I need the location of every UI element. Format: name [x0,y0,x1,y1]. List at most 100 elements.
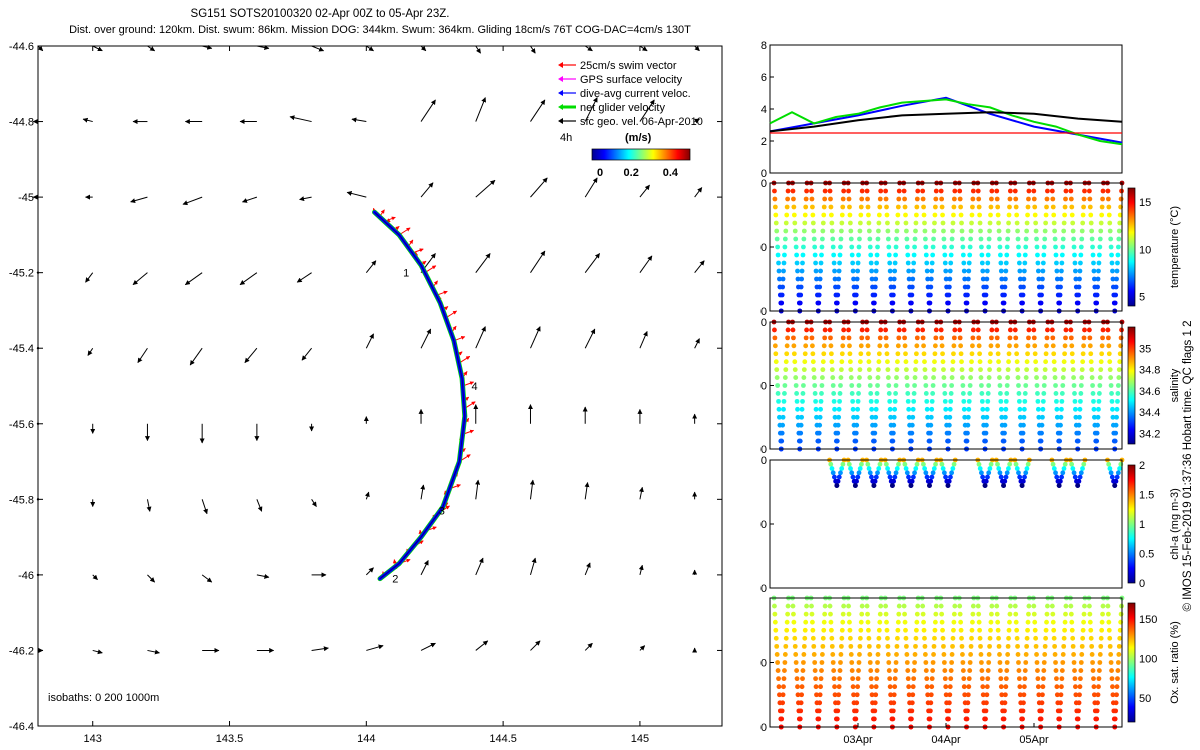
profile-point [923,660,929,665]
profile-point [958,619,964,625]
profile-point [1061,643,1067,649]
profile-point [1022,252,1028,258]
plot-title-line1: SG151 SOTS20100320 02-Apr 00Z to 05-Apr … [190,8,450,20]
profile-point [960,652,965,657]
profile-point [892,474,898,480]
profile-point [799,406,805,412]
profile-point [1089,652,1095,657]
cbar-tick-label: 34.6 [1139,386,1160,398]
profile-point [877,196,883,202]
profile-point [1089,367,1095,373]
profile-point [1059,668,1065,673]
profile-point [776,268,782,274]
profile-point [1003,406,1009,412]
profile-point [853,708,859,714]
profile-point [877,619,883,625]
profile-point [1051,359,1057,365]
profile-point [1007,603,1013,609]
profile-point [1105,611,1111,617]
depth-tick-label: 1000 [760,306,767,318]
geo-vector [147,649,160,655]
profile-point [1007,196,1013,202]
profile-point [868,668,874,673]
profile-point [799,276,805,282]
profile-point [1049,327,1055,333]
profile-point [1043,212,1049,218]
profile-point [1054,692,1060,698]
profile-point [925,414,931,420]
profile-point [1052,236,1058,242]
profile-point [854,284,860,290]
profile-point [1020,438,1025,444]
profile-point [1071,470,1077,476]
profile-point [930,668,936,673]
profile-point [838,652,844,657]
profile-point [1113,284,1119,290]
profile-point [1002,292,1007,298]
profile-point [856,668,861,673]
profile-point [980,684,986,690]
profile-point [1014,220,1020,226]
profile-point [1004,668,1010,673]
profile-point [828,335,833,341]
profile-point [785,188,791,194]
profile-point [832,692,838,698]
profile-point [865,611,870,617]
profile-point [1109,398,1115,404]
profile-point [1063,196,1068,202]
profile-point [839,212,845,218]
profile-point [791,343,797,349]
profile-point [1062,351,1068,357]
profile-point [1003,268,1009,274]
depth-tick-label: 500 [760,242,767,254]
profile-point [1050,611,1056,617]
profile-point [781,406,786,412]
cbar-tick-label: 1.5 [1139,490,1154,502]
profile-point [867,244,873,250]
profile-point [1007,461,1013,467]
profile-point [804,188,809,194]
profile-point [835,430,841,436]
profile-point [928,422,934,428]
profile-point [901,327,907,333]
profile-point [959,635,964,641]
profile-point [801,236,807,242]
profile-point [866,635,872,641]
profile-point [958,343,964,349]
profile-point [930,391,936,396]
profile-point [909,300,914,306]
profile-point [1115,260,1120,266]
profile-point [781,684,786,690]
profile-point [1003,676,1009,682]
profile-point [1079,228,1085,234]
profile-point [809,611,815,617]
profile-point [951,619,957,625]
profile-point [848,236,854,242]
geo-vector [639,330,648,349]
profile-point [1097,375,1103,380]
profile-point [800,391,806,396]
profile-point [948,398,954,404]
profile-point [1024,367,1030,373]
profile-point [942,398,948,404]
profile-point [792,359,798,365]
profile-point [782,236,788,242]
profile-point [1024,466,1030,471]
geo-vector [530,326,541,349]
profile-point [864,603,870,609]
profile-point [1077,406,1083,412]
profile-point [924,406,930,412]
profile-point [1076,478,1082,484]
profile-point [828,343,834,349]
profile-point [913,643,918,649]
profile-point [1071,236,1076,242]
profile-point [925,692,931,698]
profile-point [868,252,874,258]
profile-point [994,327,1000,333]
profile-point [1113,708,1119,714]
profile-point [1078,470,1084,476]
geo-vector [364,491,370,500]
profile-point [969,351,975,357]
profile-point [947,414,953,420]
profile-point [1017,268,1023,274]
